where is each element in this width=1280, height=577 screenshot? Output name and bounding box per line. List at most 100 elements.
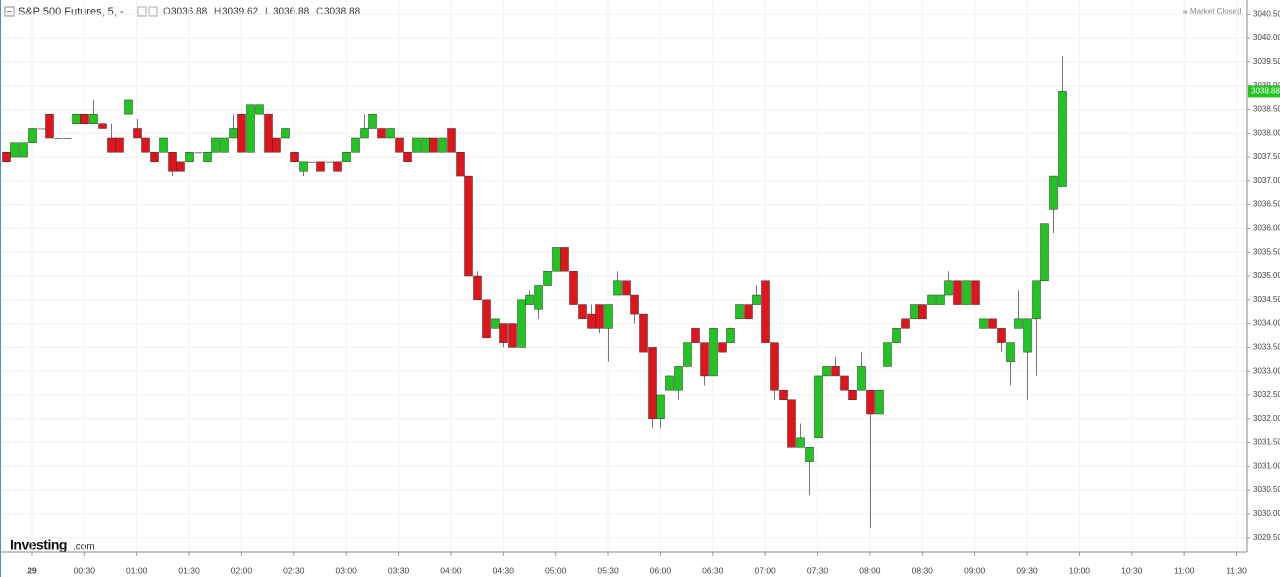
candle-body [622,280,631,296]
candle-body [1014,318,1023,329]
candle-body [54,138,63,139]
x-tick-label: 04:00 [440,565,462,575]
candle-body [203,152,212,163]
candle-body [447,128,456,153]
candle-body [377,128,386,139]
last-price-label: 3038.88 [1251,86,1280,95]
x-tick-label: 00:30 [74,565,96,575]
candle-body [569,270,578,305]
close-icon[interactable] [148,6,158,17]
candle-body [534,285,543,310]
settings-icon[interactable] [137,6,147,17]
candle-body [63,138,72,139]
candle-body [299,161,308,172]
candle-body [674,366,683,391]
candle-body [761,280,770,343]
x-tick-label: 09:00 [964,565,986,575]
candle-body [342,152,351,163]
candle-body [718,342,727,353]
y-tick-label: 3040.00 [1253,33,1280,42]
candle-body [159,137,168,153]
y-tick-label: 3030.00 [1253,509,1280,518]
candle-body [944,280,953,296]
candle-body [508,323,517,348]
candle-body [316,161,325,172]
candle-body [255,104,264,115]
candle-body [517,299,526,348]
candle-body [412,137,421,153]
x-tick-label: 05:00 [545,565,567,575]
candle-body [351,137,360,153]
candle-body [395,137,404,153]
candle-body [124,99,133,115]
y-tick-label: 3033.50 [1253,342,1280,351]
ohlc-value: 3039.62 [222,7,259,18]
candle-body [107,137,116,153]
candle-body [840,375,849,391]
candle-body [604,304,613,329]
candle-body [595,304,604,329]
candle-body [368,113,377,129]
candle-body [700,342,709,377]
x-tick-label: 08:00 [859,565,881,575]
x-tick-label: 10:30 [1121,565,1143,575]
candle-body [403,152,412,163]
x-tick-label: 03:30 [388,565,410,575]
candle-body [133,128,142,139]
candle-body [150,152,159,163]
y-tick-label: 3035.00 [1253,271,1280,280]
candle-body [168,152,177,172]
candle-body [796,437,805,448]
candle-body [822,366,831,377]
y-tick-label: 3037.00 [1253,176,1280,185]
collapse-icon[interactable] [4,6,15,17]
candle-body [37,128,46,130]
candle-body [1049,175,1058,210]
candle-body [482,299,491,339]
candle-body [927,294,936,305]
brand-logo: Investing [10,537,67,553]
candle-body [1006,342,1015,362]
x-tick-label: 02:00 [231,565,253,575]
candle-body [115,137,124,153]
candle-body [587,313,596,329]
x-tick-label: 05:30 [597,565,619,575]
x-tick-label: 08:30 [912,565,934,575]
y-tick-label: 3037.50 [1253,152,1280,161]
candle-body [918,304,927,320]
candle-body [613,280,622,296]
last-price-tag [1248,85,1280,98]
candle-body [901,318,910,329]
candle-body [726,328,735,343]
candle-body [176,161,185,172]
candle-body [857,366,866,391]
y-tick-label: 3038.00 [1253,128,1280,137]
x-tick-label: 29 [27,565,37,575]
x-tick-label: 06:00 [650,565,672,575]
candle-body [141,137,150,153]
x-tick-label: 09:30 [1016,565,1038,575]
candle-body [19,142,28,158]
candle-body [473,275,482,301]
candle-body [552,247,561,272]
candle-body [630,294,639,315]
candle-body [491,318,500,329]
candle-body [936,294,945,305]
candle-body [89,113,98,124]
candle-body [892,328,901,343]
ohlc-value: 3036.88 [273,7,310,18]
ohlc-prefix: H [214,7,221,18]
candle-body [333,161,342,172]
y-tick-label: 3034.00 [1253,319,1280,328]
candle-body [744,304,753,320]
candle-body [875,389,884,415]
candle-body [1032,280,1041,320]
candle-body [831,366,840,377]
candle-body [683,342,692,367]
chart-title: S&P 500 Futures, 5, - [18,6,124,18]
candle-body [237,113,246,153]
x-tick-label: 11:00 [1174,565,1195,575]
y-tick-label: 3039.50 [1253,57,1280,66]
candle-body [988,318,997,329]
candle-body [220,137,229,153]
